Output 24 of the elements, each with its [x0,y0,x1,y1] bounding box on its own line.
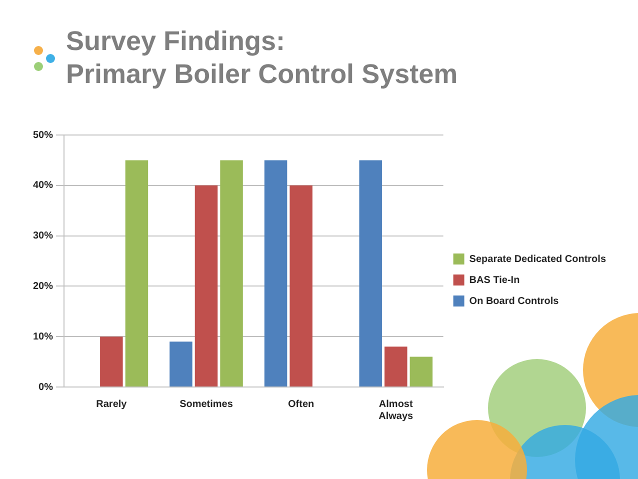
bar [359,160,382,386]
x-tick-label: Sometimes [180,398,234,410]
y-tick-label: 50% [33,130,54,141]
bar [410,356,433,386]
bar [290,185,312,386]
x-tick-label: Almost Always [378,398,414,422]
bar [194,185,218,386]
bar [220,160,243,386]
bar [100,336,123,386]
x-tick-label: Rarely [96,398,128,410]
y-tick-label: 40% [33,180,54,192]
bar [125,160,148,386]
bar [264,160,288,386]
y-tick-label: 0% [38,382,54,393]
chart-title: Survey Findings: Primary Boiler Control System [66,25,458,91]
legend-label: Separate Dedicated Controls [469,254,606,265]
y-tick-label: 30% [33,230,54,242]
legend-label: BAS Tie-In [469,274,520,286]
bar [384,346,408,386]
bar [170,342,192,386]
y-tick-label: 10% [33,331,54,342]
legend-label: On Board Controls [469,296,560,307]
y-tick-label: 20% [33,280,54,292]
x-tick-label: Often [288,398,314,410]
